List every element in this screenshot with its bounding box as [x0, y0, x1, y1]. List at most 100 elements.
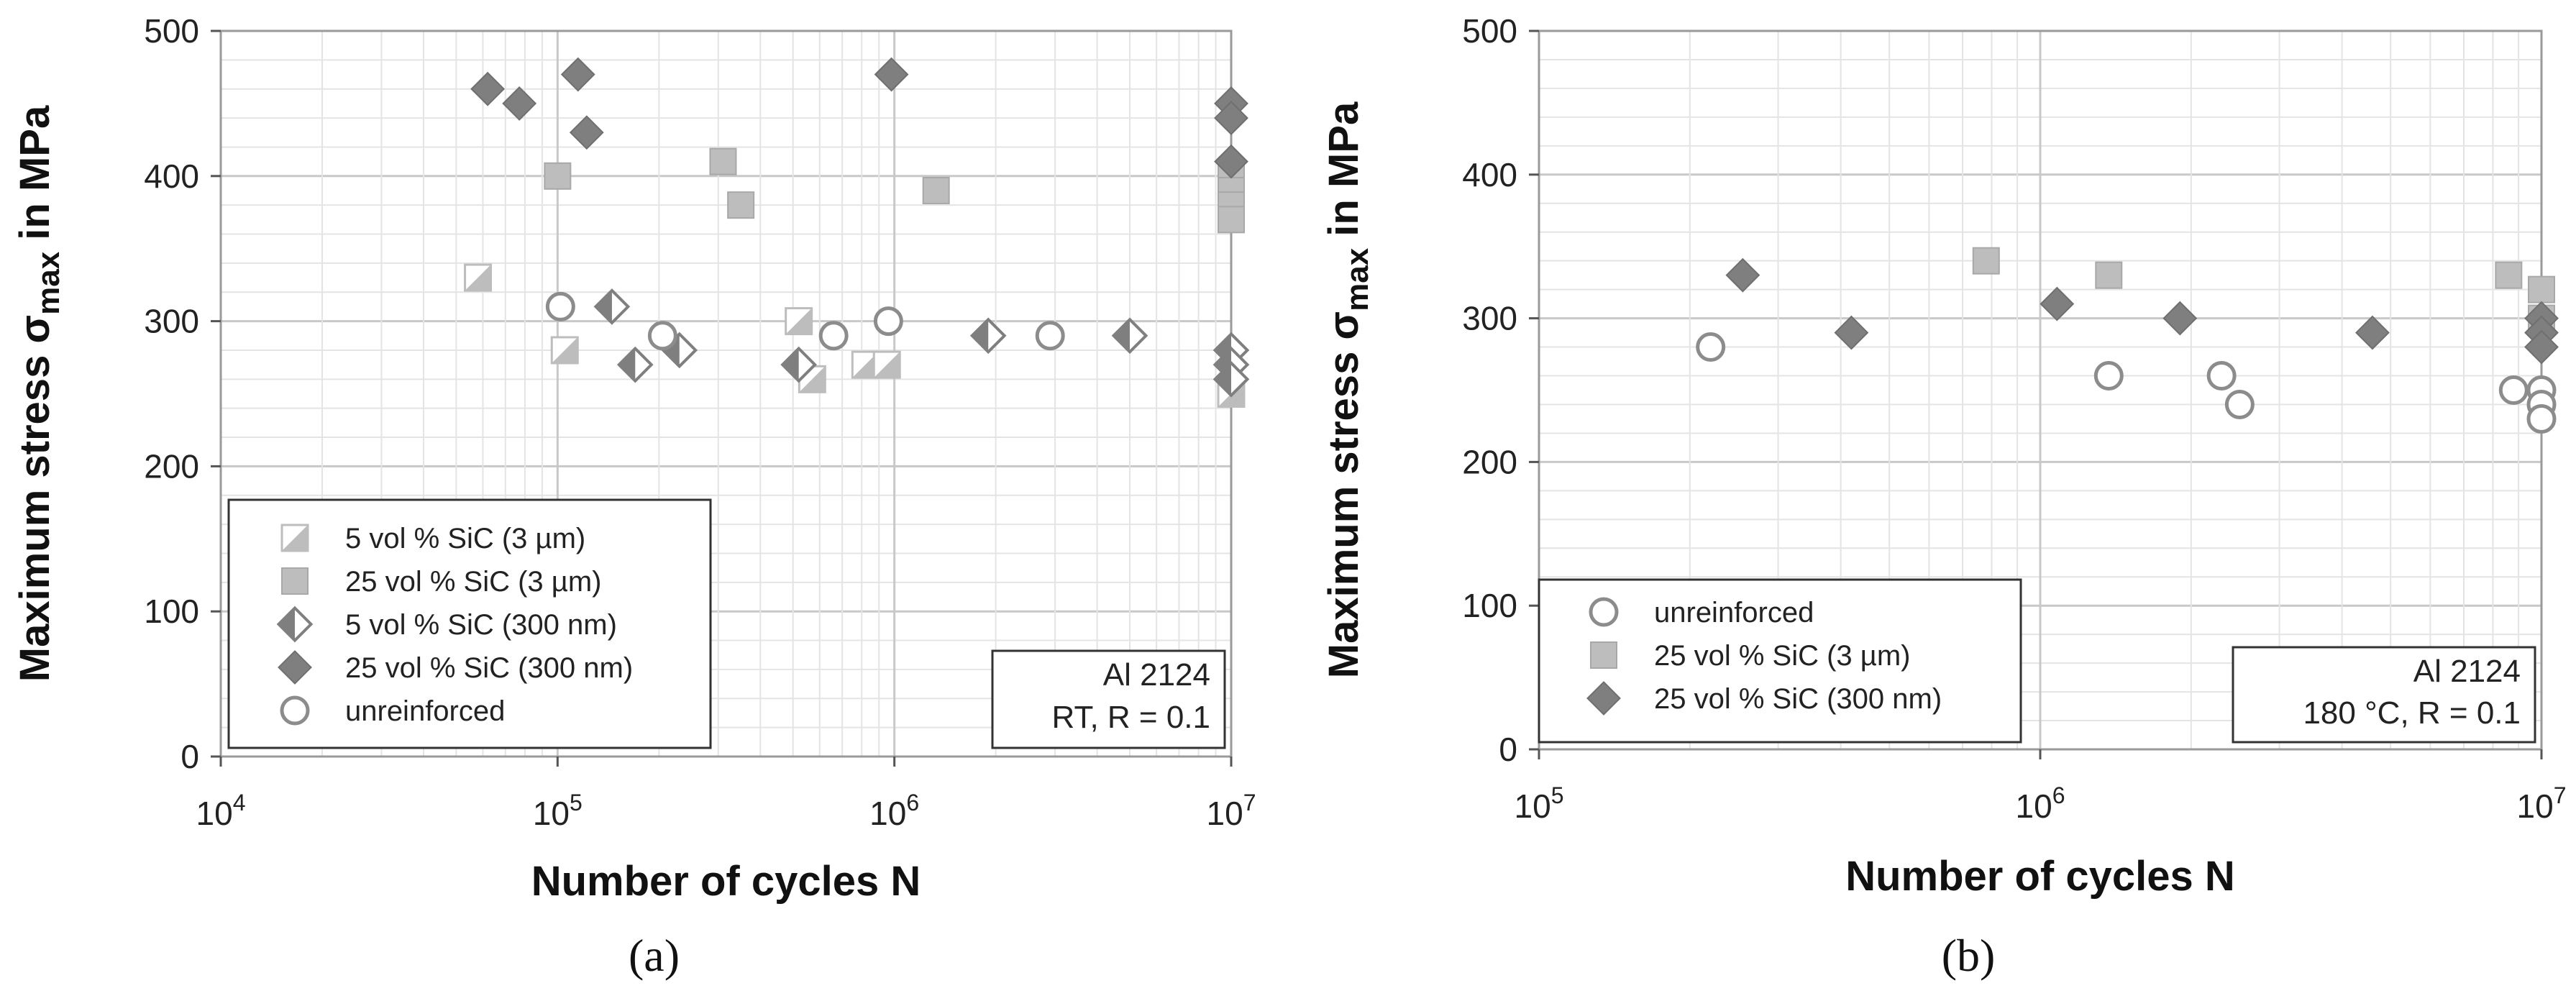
data-point — [464, 263, 493, 292]
data-point — [470, 71, 506, 106]
data-point — [593, 288, 631, 325]
data-point — [2162, 301, 2198, 336]
series-unreinforced — [545, 291, 1065, 351]
data-point — [2526, 403, 2557, 434]
data-point — [1218, 206, 1245, 234]
y-axis-label: Maximum stress σmax in MPa — [1320, 101, 1375, 678]
data-point — [560, 57, 595, 92]
y-axis-label: Maximum stress σmax in MPa — [12, 105, 66, 682]
annotation-box — [991, 649, 1226, 749]
data-point — [1696, 332, 1726, 362]
data-point — [2495, 261, 2523, 289]
data-point — [874, 57, 909, 92]
legend-marker — [1590, 641, 1617, 669]
x-tick-label: 106 — [2016, 782, 2065, 825]
y-tick-label: 100 — [1462, 587, 1517, 624]
data-point — [1214, 101, 1248, 135]
data-point — [818, 321, 849, 351]
legend: 5 vol % SiC (3 µm) 25 vol % SiC (3 µm) 5 v… — [227, 498, 712, 749]
legend-marker — [280, 695, 310, 726]
data-point — [1035, 321, 1065, 351]
x-axis-label: Number of cycles N — [531, 858, 921, 905]
x-tick-label: 105 — [1515, 782, 1564, 825]
y-tick-label: 500 — [144, 12, 199, 50]
data-point — [727, 191, 755, 219]
data-point — [1972, 247, 2000, 275]
legend-entry: 25 vol % SiC (300 nm) — [1654, 683, 1942, 715]
y-tick-label: 400 — [1462, 156, 1517, 193]
data-point — [569, 115, 604, 150]
panel-label: (a) — [629, 930, 680, 981]
data-point — [2355, 315, 2390, 350]
y-tick-label: 500 — [1462, 12, 1517, 50]
panel-label: (b) — [1942, 930, 1996, 981]
data-point — [709, 147, 737, 175]
data-point — [1834, 315, 1869, 350]
x-tick-labels: 105 106 107 — [1515, 749, 2567, 825]
data-point — [647, 321, 677, 351]
annotation-conditions: 180 °C, R = 0.1 — [2303, 695, 2521, 731]
data-point — [2040, 286, 2075, 321]
x-tick-label: 107 — [1207, 790, 1256, 832]
legend-marker — [281, 567, 309, 595]
data-point — [873, 306, 903, 337]
data-point — [969, 317, 1007, 355]
annotation-material: Al 2124 — [2413, 654, 2521, 689]
y-tick-labels: 0 100 200 300 400 500 — [1462, 12, 1539, 768]
y-tick-label: 0 — [1499, 731, 1517, 768]
data-point — [922, 176, 950, 204]
data-point — [2095, 261, 2123, 289]
data-point — [2498, 375, 2529, 405]
data-point — [1725, 257, 1760, 293]
y-tick-label: 200 — [1462, 443, 1517, 480]
x-tick-labels: 104 105 106 107 — [196, 757, 1256, 832]
data-point — [550, 336, 579, 365]
y-tick-label: 300 — [1462, 300, 1517, 337]
annotation: Al 2124 RT, R = 0.1 — [991, 649, 1226, 749]
x-axis-label: Number of cycles N — [1845, 853, 2235, 900]
y-tick-labels: 0 100 200 300 400 500 — [144, 12, 221, 775]
x-tick-label: 104 — [196, 790, 246, 832]
data-point — [2528, 275, 2555, 303]
series-25-vol-sic-300-nm- — [470, 57, 1248, 179]
legend-marker — [280, 524, 309, 552]
legend: unreinforced 25 vol % SiC (3 µm) 25 vol % … — [1538, 578, 2022, 744]
data-point — [1212, 360, 1250, 398]
data-point — [2093, 361, 2124, 391]
legend-entry: 25 vol % SiC (3 µm) — [345, 566, 601, 598]
y-tick-label: 100 — [144, 593, 199, 630]
legend-entry: unreinforced — [1654, 597, 1814, 629]
chart-panel-b: 0 100 200 300 400 500 105 106 107 Number of cycle… — [1320, 12, 2566, 981]
series-5-vol-sic-3-m- — [464, 263, 1246, 408]
chart-panel-a: 0 100 200 300 400 500 104 105 106 107 Number of cy… — [12, 12, 1256, 981]
data-point — [785, 307, 813, 336]
data-point — [2224, 389, 2255, 419]
legend-entry: 5 vol % SiC (3 µm) — [345, 523, 585, 554]
data-point — [780, 346, 817, 383]
legend-entry: 25 vol % SiC (300 nm) — [345, 652, 633, 684]
x-tick-label: 106 — [869, 790, 919, 832]
data-point — [544, 162, 572, 190]
legend-marker — [276, 606, 314, 643]
legend-entry: unreinforced — [345, 695, 505, 727]
data-point — [1214, 144, 1248, 179]
y-tick-label: 400 — [144, 157, 199, 195]
annotation-material: Al 2124 — [1103, 657, 1210, 693]
annotation: Al 2124 180 °C, R = 0.1 — [2232, 646, 2536, 744]
legend-marker — [1589, 597, 1619, 627]
legend-marker — [278, 650, 312, 685]
data-point — [502, 86, 537, 121]
data-point — [2524, 329, 2559, 365]
y-tick-label: 200 — [144, 447, 199, 485]
y-tick-label: 0 — [181, 738, 199, 775]
series-25-vol-sic-300-nm- — [1725, 257, 2559, 365]
data-point — [545, 291, 575, 321]
legend-entry: 25 vol % SiC (3 µm) — [1654, 640, 1910, 672]
data-point — [616, 346, 654, 383]
x-tick-label: 107 — [2517, 782, 2567, 825]
data-point — [2206, 361, 2237, 391]
data-point — [1111, 317, 1148, 355]
legend-marker — [1586, 681, 1621, 716]
data-point — [872, 350, 901, 379]
